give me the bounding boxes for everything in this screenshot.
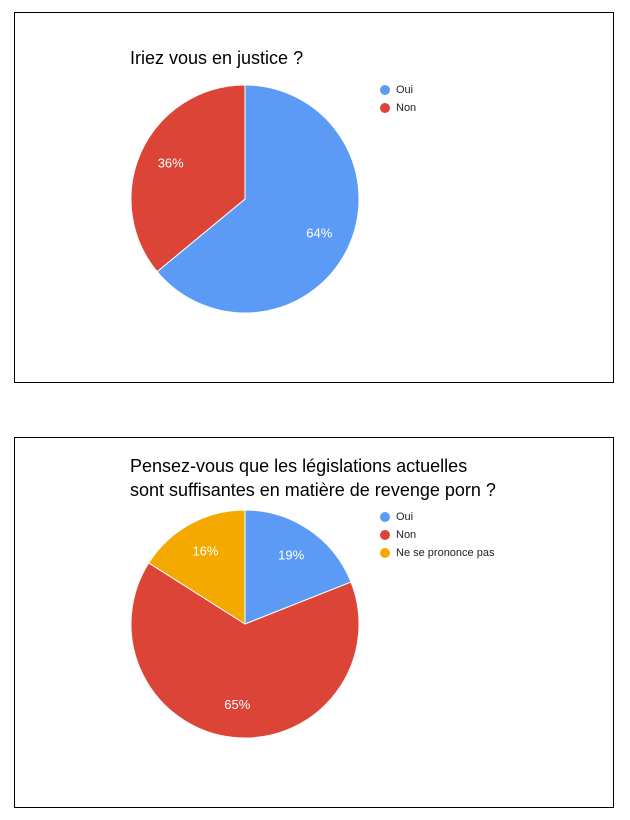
pie-slice-ne-se-prononce-pas — [148, 509, 246, 625]
chart-legend: Oui Non — [380, 81, 416, 117]
slice-label-ne-se-prononce-pas: 16% — [192, 544, 218, 559]
legend-label: Non — [396, 102, 417, 114]
slice-label-non: 65% — [224, 697, 250, 712]
slice-label-oui: 19% — [278, 548, 304, 563]
chart-title-line: Iriez vous en justice ? — [130, 48, 304, 68]
chart-legend: Oui Non Ne se prononce pas — [380, 508, 494, 562]
pie-slice-non — [130, 84, 246, 273]
legend-swatch — [380, 548, 390, 558]
pie-slice-oui — [244, 509, 352, 625]
legend-item-ne-se-prononce-pas: Ne se prononce pas — [380, 544, 494, 562]
pie-chart: 64% 36% — [130, 84, 360, 314]
legend-label: Ne se prononce pas — [396, 547, 495, 559]
pie-slice-oui — [156, 84, 360, 314]
chart-title: Pensez-vous que les législations actuell… — [130, 454, 496, 502]
legend-swatch — [380, 85, 390, 95]
chart-title: Iriez vous en justice ? — [130, 46, 303, 70]
chart-panel-legislation: Pensez-vous que les législations actuell… — [14, 437, 614, 808]
slice-label-oui: 64% — [306, 225, 332, 240]
chart-title-line-1: Pensez-vous que les législations actuell… — [130, 456, 468, 476]
legend-label: Non — [396, 529, 417, 541]
legend-swatch — [380, 103, 390, 113]
chart-title-line-2: sont suffisantes en matière de revenge p… — [130, 480, 496, 500]
legend-swatch — [380, 512, 390, 522]
legend-swatch — [380, 530, 390, 540]
chart-panel-court-action: Iriez vous en justice ? 64% 36% Oui Non — [14, 12, 614, 383]
legend-label: Oui — [396, 511, 414, 523]
legend-item-non: Non — [380, 526, 494, 544]
legend-item-oui: Oui — [380, 508, 494, 526]
legend-label: Oui — [396, 84, 414, 96]
pie-chart: 19% 65% 16% — [130, 509, 360, 739]
legend-item-oui: Oui — [380, 81, 416, 99]
pie-slice-non — [130, 562, 360, 739]
slice-label-non: 36% — [158, 155, 184, 170]
legend-item-non: Non — [380, 99, 416, 117]
